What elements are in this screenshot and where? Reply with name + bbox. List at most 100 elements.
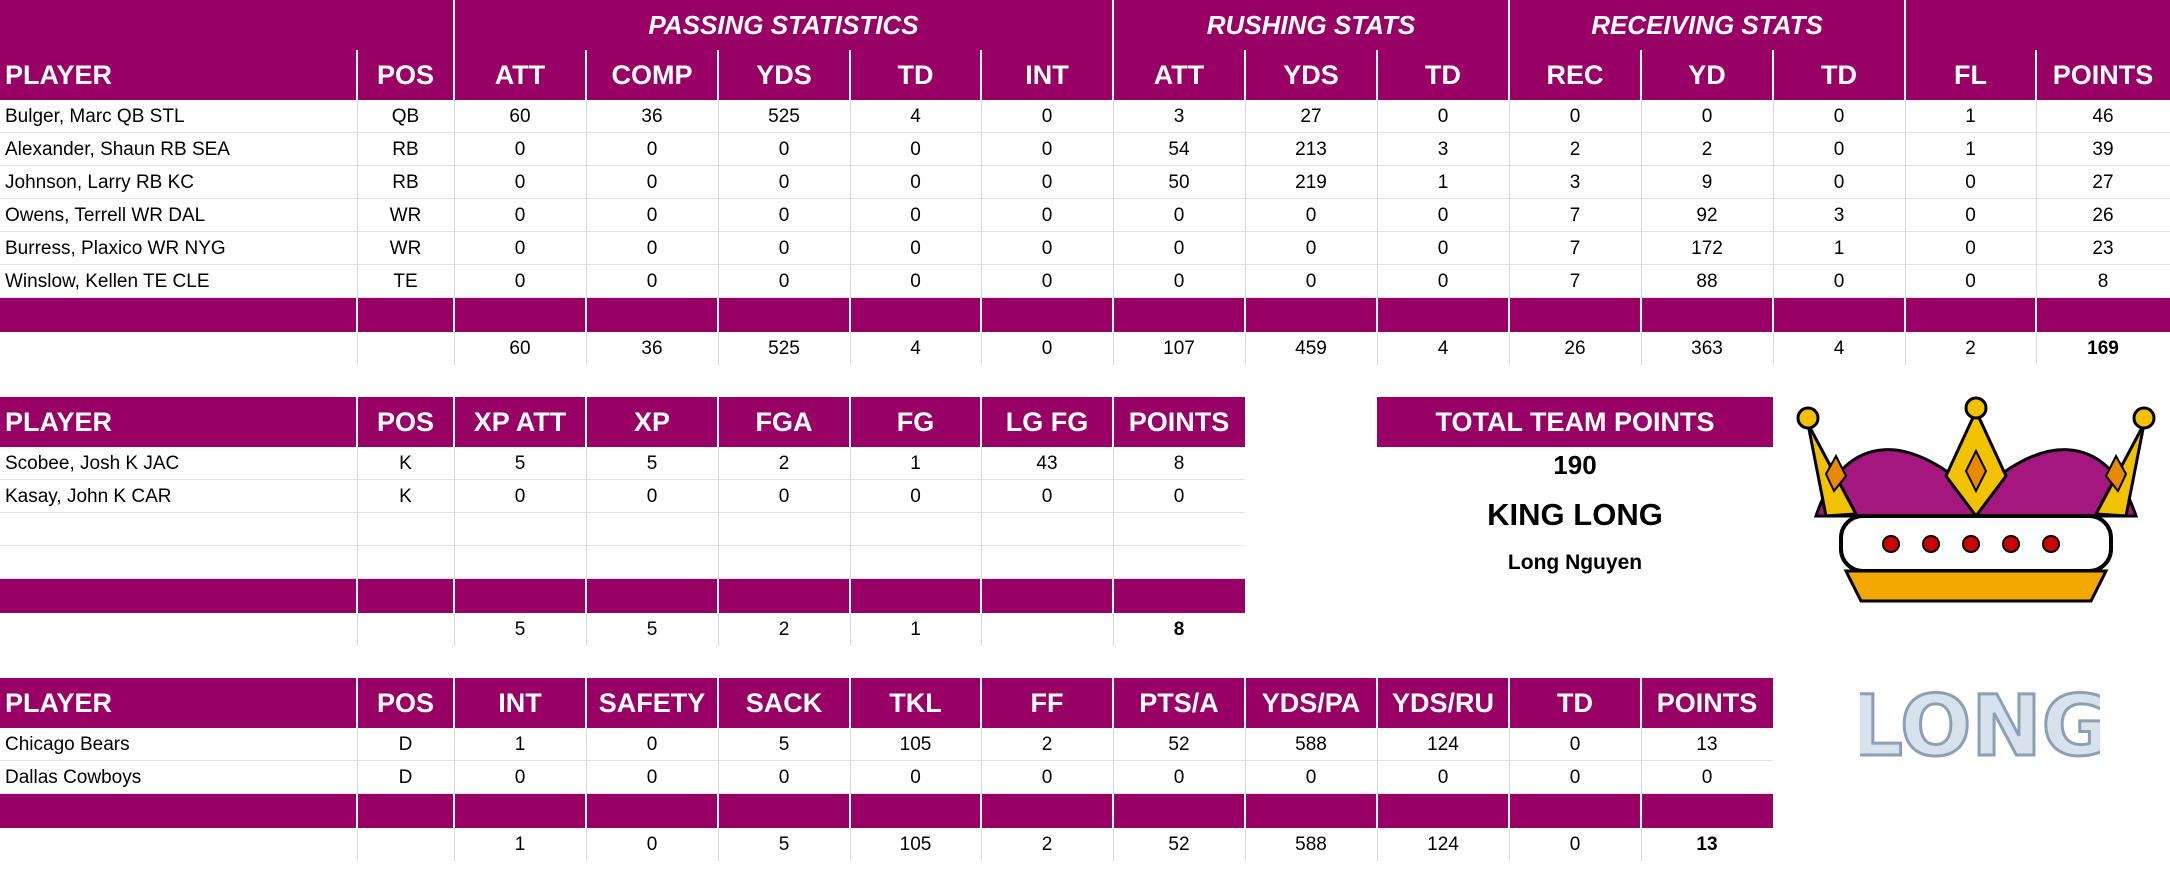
column-divider bbox=[356, 397, 358, 447]
stat-cell: 0 bbox=[1569, 733, 1581, 755]
stat-cell: 0 bbox=[1437, 237, 1449, 259]
column-divider bbox=[1508, 50, 1510, 100]
total-team-points-label: TOTAL TEAM POINTS bbox=[1377, 397, 1773, 447]
total-cell: 459 bbox=[1295, 337, 1327, 359]
stat-cell: 2 bbox=[1041, 733, 1053, 755]
column-header: TD bbox=[850, 50, 981, 100]
column-divider bbox=[453, 397, 455, 447]
column-divider bbox=[1376, 678, 1378, 728]
column-header: SAFETY bbox=[586, 678, 718, 728]
stat-cell: 0 bbox=[1437, 105, 1449, 127]
column-header: POINTS bbox=[1113, 397, 1245, 447]
stat-cell bbox=[454, 546, 586, 579]
column-divider bbox=[1244, 50, 1246, 100]
column-header: ATT bbox=[454, 50, 586, 100]
header-band bbox=[1905, 0, 2170, 50]
column-header: POINTS bbox=[2036, 50, 2170, 100]
player-name: Owens, Terrell WR DAL bbox=[5, 204, 206, 226]
group-divider bbox=[1112, 0, 1114, 50]
stat-cell: 0 bbox=[646, 237, 658, 259]
stat-cell: 0 bbox=[514, 270, 526, 292]
group-divider bbox=[1904, 0, 1906, 50]
row-divider bbox=[0, 578, 1245, 579]
column-divider bbox=[981, 397, 982, 646]
total-cell: 1 bbox=[910, 618, 921, 640]
column-header: FG bbox=[850, 397, 981, 447]
stat-cell: 0 bbox=[778, 138, 790, 160]
stat-cell: 0 bbox=[1041, 485, 1053, 507]
column-header: POINTS bbox=[1641, 678, 1773, 728]
column-header: PLAYER bbox=[0, 397, 357, 447]
stat-cell: 0 bbox=[1173, 270, 1185, 292]
total-cell: 169 bbox=[2087, 337, 2119, 359]
stat-cell: 26 bbox=[2092, 204, 2114, 226]
player-name: Bulger, Marc QB STL bbox=[5, 105, 185, 127]
stat-cell: 0 bbox=[1173, 485, 1185, 507]
logo-wordmark: LONG bbox=[1860, 680, 2100, 770]
stat-cell: WR bbox=[389, 237, 422, 259]
total-cell bbox=[0, 828, 357, 861]
stat-cell: 1 bbox=[514, 733, 526, 755]
stat-cell: D bbox=[398, 733, 413, 755]
column-header: FF bbox=[981, 678, 1113, 728]
stat-cell: 0 bbox=[1701, 766, 1713, 788]
column-header: PLAYER bbox=[0, 678, 357, 728]
total-cell bbox=[357, 828, 454, 861]
stat-cell: 0 bbox=[646, 270, 658, 292]
total-cell: 5 bbox=[514, 618, 526, 640]
stat-cell: K bbox=[399, 485, 412, 507]
column-divider bbox=[453, 579, 455, 613]
stat-cell: 5 bbox=[514, 452, 526, 474]
column-divider bbox=[849, 397, 851, 447]
stat-cell: 0 bbox=[1437, 204, 1449, 226]
owner-name: Long Nguyen bbox=[1507, 551, 1643, 574]
stat-cell: 0 bbox=[1437, 270, 1449, 292]
column-divider bbox=[718, 50, 719, 365]
stat-cell bbox=[981, 546, 1113, 579]
stat-cell: 525 bbox=[768, 105, 800, 127]
column-divider bbox=[454, 678, 455, 861]
total-cell: 52 bbox=[1168, 833, 1190, 855]
column-divider bbox=[849, 50, 851, 100]
column-divider bbox=[2036, 50, 2037, 365]
row-divider bbox=[0, 479, 1245, 480]
column-divider bbox=[1905, 50, 1906, 365]
column-header: FL bbox=[1905, 50, 2036, 100]
stat-cell: 0 bbox=[910, 237, 921, 259]
stat-cell: 3 bbox=[1569, 171, 1581, 193]
column-divider bbox=[453, 298, 455, 332]
column-divider bbox=[849, 678, 851, 728]
column-divider bbox=[585, 794, 587, 828]
column-header: YDS/RU bbox=[1377, 678, 1509, 728]
total-cell: 2 bbox=[1965, 337, 1976, 359]
stat-cell: 60 bbox=[509, 105, 531, 127]
stat-cell: 0 bbox=[910, 204, 921, 226]
column-divider bbox=[454, 397, 455, 646]
stat-cell: 0 bbox=[778, 204, 790, 226]
column-divider bbox=[850, 50, 851, 365]
column-header: REC bbox=[1509, 50, 1641, 100]
total-cell: 0 bbox=[1569, 833, 1581, 855]
team-name: Dallas Cowboys bbox=[5, 766, 142, 788]
stat-cell: 0 bbox=[778, 270, 790, 292]
column-divider bbox=[717, 678, 719, 728]
row-divider bbox=[0, 793, 1773, 794]
stat-cell: 0 bbox=[1041, 105, 1053, 127]
column-divider bbox=[356, 794, 358, 828]
column-header: PTS/A bbox=[1113, 678, 1245, 728]
column-divider bbox=[585, 678, 587, 728]
stat-cell: 0 bbox=[1041, 237, 1053, 259]
player-name bbox=[0, 546, 357, 579]
stat-cell bbox=[586, 546, 718, 579]
stat-cell: 2 bbox=[1569, 138, 1581, 160]
total-cell: 13 bbox=[1696, 833, 1718, 855]
column-header: YDS/PA bbox=[1245, 678, 1377, 728]
total-cell: 8 bbox=[1173, 618, 1185, 640]
stat-cell: 0 bbox=[910, 171, 921, 193]
total-cell: 2 bbox=[778, 618, 790, 640]
column-header: POS bbox=[357, 397, 454, 447]
stat-cell: 3 bbox=[1173, 105, 1185, 127]
stat-cell: 2 bbox=[1701, 138, 1713, 160]
stat-cell: 0 bbox=[1965, 204, 1976, 226]
